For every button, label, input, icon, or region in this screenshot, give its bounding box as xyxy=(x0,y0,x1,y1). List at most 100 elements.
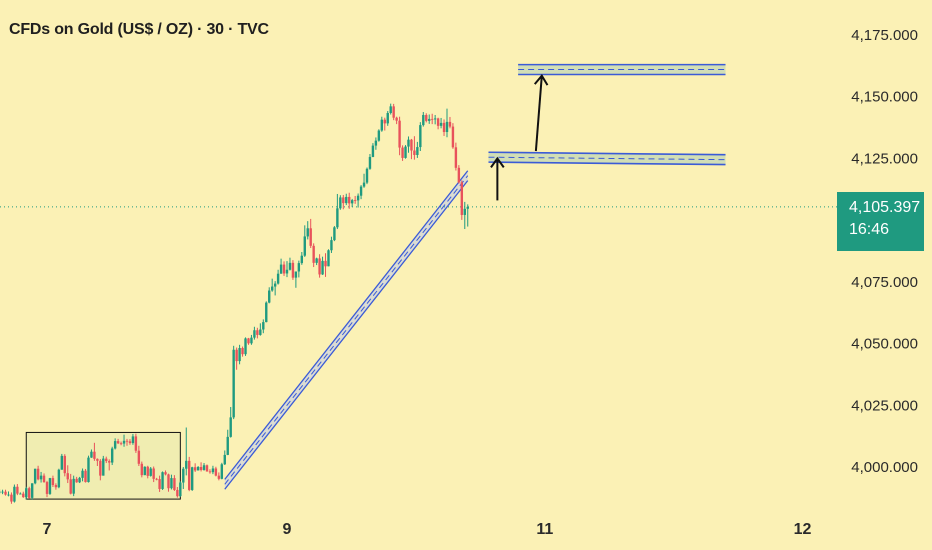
candle[interactable] xyxy=(288,257,292,271)
candle[interactable] xyxy=(342,194,345,210)
candle[interactable] xyxy=(294,271,298,288)
candle[interactable] xyxy=(128,439,132,445)
candle[interactable] xyxy=(149,467,152,477)
candle[interactable] xyxy=(282,261,286,276)
candle[interactable] xyxy=(356,193,360,208)
candle[interactable] xyxy=(170,474,173,490)
candle[interactable] xyxy=(229,407,232,438)
candle[interactable] xyxy=(226,429,229,456)
candle[interactable] xyxy=(306,221,309,240)
candle[interactable] xyxy=(407,136,410,153)
candle[interactable] xyxy=(96,458,99,467)
candle[interactable] xyxy=(350,198,354,208)
candle[interactable] xyxy=(48,477,52,495)
candle[interactable] xyxy=(380,116,384,132)
candle[interactable] xyxy=(161,471,164,490)
candle[interactable] xyxy=(220,462,224,480)
candle[interactable] xyxy=(241,346,244,357)
candle[interactable] xyxy=(327,249,330,267)
candle[interactable] xyxy=(439,117,443,129)
candle[interactable] xyxy=(202,463,206,471)
candle[interactable] xyxy=(185,427,188,476)
candle[interactable] xyxy=(155,477,158,481)
arrow-2[interactable] xyxy=(533,74,549,152)
candle[interactable] xyxy=(371,143,375,158)
candle[interactable] xyxy=(433,114,437,125)
candle[interactable] xyxy=(51,475,55,487)
candle[interactable] xyxy=(238,344,241,365)
candle[interactable] xyxy=(45,480,49,498)
candle[interactable] xyxy=(84,468,87,483)
candle[interactable] xyxy=(250,334,253,345)
candle[interactable] xyxy=(7,491,10,497)
candle[interactable] xyxy=(419,122,422,152)
candle[interactable] xyxy=(244,337,247,356)
candle[interactable] xyxy=(430,113,434,125)
candle[interactable] xyxy=(377,129,381,142)
candle[interactable] xyxy=(22,491,25,498)
candle[interactable] xyxy=(466,204,469,227)
candle[interactable] xyxy=(188,456,191,492)
candle[interactable] xyxy=(211,465,215,475)
arrow-1[interactable] xyxy=(490,156,505,201)
candle[interactable] xyxy=(398,116,401,156)
candle[interactable] xyxy=(63,454,66,477)
candle[interactable] xyxy=(137,445,141,467)
trend-channel-upper-line[interactable] xyxy=(224,170,469,480)
candle[interactable] xyxy=(217,472,221,481)
candle[interactable] xyxy=(143,466,146,476)
candle[interactable] xyxy=(401,145,404,161)
candle[interactable] xyxy=(365,167,369,185)
candle[interactable] xyxy=(463,201,466,230)
candle[interactable] xyxy=(265,301,268,323)
candle[interactable] xyxy=(116,438,120,445)
candle[interactable] xyxy=(460,180,464,220)
candle[interactable] xyxy=(140,461,144,478)
candle[interactable] xyxy=(457,165,461,184)
trend-channel-lower-line[interactable] xyxy=(224,180,469,490)
candle[interactable] xyxy=(303,225,306,257)
candle[interactable] xyxy=(404,145,407,159)
candle[interactable] xyxy=(42,473,46,483)
candle[interactable] xyxy=(324,253,327,277)
candle[interactable] xyxy=(0,489,1,495)
candle[interactable] xyxy=(87,455,90,483)
candle[interactable] xyxy=(122,434,126,447)
candle[interactable] xyxy=(428,114,431,124)
candle[interactable] xyxy=(386,111,389,126)
candle[interactable] xyxy=(368,153,372,170)
candle[interactable] xyxy=(119,441,123,446)
candle[interactable] xyxy=(199,462,203,472)
candle[interactable] xyxy=(54,483,58,490)
candle[interactable] xyxy=(16,484,19,496)
candle[interactable] xyxy=(315,257,318,266)
candle[interactable] xyxy=(179,481,182,497)
candle[interactable] xyxy=(309,218,312,249)
candle[interactable] xyxy=(321,256,324,275)
candle[interactable] xyxy=(345,193,348,206)
candle[interactable] xyxy=(318,254,321,278)
candle[interactable] xyxy=(339,195,342,210)
candle[interactable] xyxy=(60,453,64,470)
candle[interactable] xyxy=(454,142,458,171)
candle[interactable] xyxy=(1,489,4,495)
candle[interactable] xyxy=(362,173,366,188)
candle[interactable] xyxy=(93,442,96,461)
candle[interactable] xyxy=(125,438,129,446)
candle[interactable] xyxy=(66,465,69,484)
candle[interactable] xyxy=(416,141,419,158)
candle[interactable] xyxy=(205,464,209,472)
candle[interactable] xyxy=(276,269,280,285)
candle[interactable] xyxy=(374,137,378,150)
candle[interactable] xyxy=(235,347,238,370)
candle[interactable] xyxy=(25,486,28,500)
candle[interactable] xyxy=(297,260,301,278)
candle[interactable] xyxy=(353,195,357,204)
candle[interactable] xyxy=(232,345,235,420)
candle[interactable] xyxy=(30,483,34,500)
candle[interactable] xyxy=(333,226,336,242)
candle[interactable] xyxy=(69,473,72,495)
candle[interactable] xyxy=(259,323,262,336)
candle[interactable] xyxy=(105,456,108,464)
